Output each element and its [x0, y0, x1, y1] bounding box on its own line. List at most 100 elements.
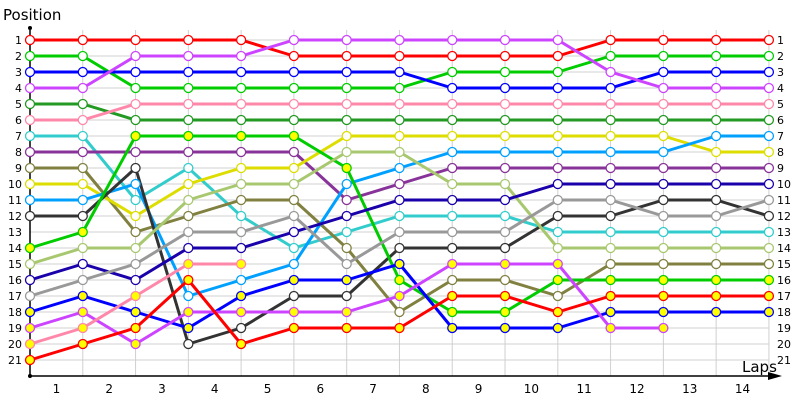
data-point-marker [235, 194, 247, 206]
data-point-marker [183, 66, 194, 78]
data-point-marker [552, 274, 563, 286]
y-tick-label: 3 [15, 66, 22, 79]
data-point-marker [130, 194, 141, 206]
markers-violet-2 [24, 258, 669, 350]
right-tick-label: 11 [777, 194, 791, 207]
data-point-marker [288, 162, 300, 174]
data-point-marker [288, 322, 300, 334]
data-point-marker [499, 210, 511, 222]
data-point-marker [235, 338, 247, 350]
data-point-marker [552, 178, 563, 190]
data-point-marker [288, 226, 300, 238]
data-point-marker [24, 338, 36, 350]
data-point-marker [235, 98, 247, 110]
data-point-marker [394, 194, 405, 206]
data-point-marker [183, 98, 194, 110]
data-point-marker [183, 306, 194, 318]
data-point-marker [341, 290, 352, 302]
data-point-marker [394, 82, 405, 94]
x-tick-label: 5 [264, 382, 272, 396]
data-point-marker [710, 210, 722, 222]
data-point-marker [77, 322, 88, 334]
data-point-marker [710, 98, 722, 110]
data-point-marker [499, 274, 511, 286]
data-point-marker [710, 274, 722, 286]
data-point-marker [605, 226, 616, 238]
data-point-marker [394, 146, 405, 158]
data-point-marker [341, 98, 352, 110]
data-point-marker [288, 66, 300, 78]
data-point-marker [499, 34, 511, 46]
x-tick-label: 8 [422, 382, 430, 396]
data-point-marker [288, 98, 300, 110]
data-point-marker [658, 290, 669, 302]
data-point-marker [183, 50, 194, 62]
data-point-marker [341, 162, 352, 174]
y-tick-label: 4 [15, 82, 22, 95]
data-point-marker [710, 306, 722, 318]
data-point-marker [499, 290, 511, 302]
right-tick-label: 20 [777, 338, 791, 351]
data-point-marker [77, 226, 88, 238]
markers-gray [24, 194, 775, 302]
data-point-marker [288, 82, 300, 94]
data-point-marker [24, 274, 36, 286]
data-point-marker [24, 258, 36, 270]
right-tick-label: 4 [777, 82, 784, 95]
data-point-marker [763, 210, 775, 222]
data-point-marker [235, 290, 247, 302]
right-tick-label: 3 [777, 66, 784, 79]
data-point-marker [288, 34, 300, 46]
data-point-marker [24, 162, 36, 174]
data-point-marker [235, 82, 247, 94]
data-point-marker [394, 130, 405, 142]
right-tick-label: 12 [777, 210, 791, 223]
data-point-marker [77, 194, 88, 206]
right-tick-label: 9 [777, 162, 784, 175]
data-point-marker [341, 194, 352, 206]
data-point-marker [288, 210, 300, 222]
data-point-marker [763, 34, 775, 46]
y-tick-label: 1 [15, 34, 22, 47]
data-point-marker [130, 274, 141, 286]
y-tick-label: 16 [8, 274, 22, 287]
markers-blue [24, 66, 775, 94]
data-point-marker [605, 66, 616, 78]
data-point-marker [130, 50, 141, 62]
data-point-marker [288, 146, 300, 158]
markers-blue-2 [24, 258, 775, 334]
data-point-marker [235, 146, 247, 158]
y-tick-label: 7 [15, 130, 22, 143]
data-point-marker [24, 50, 36, 62]
data-point-marker [658, 210, 669, 222]
data-point-marker [394, 274, 405, 286]
data-point-marker [658, 322, 669, 334]
data-point-marker [288, 130, 300, 142]
y-tick-label: 15 [8, 258, 22, 271]
data-point-marker [394, 66, 405, 78]
data-point-marker [552, 306, 563, 318]
x-axis-arrow-icon [768, 372, 782, 380]
right-tick-label: 18 [777, 306, 791, 319]
data-point-marker [658, 258, 669, 270]
data-point-marker [658, 50, 669, 62]
data-point-marker [710, 242, 722, 254]
data-point-marker [235, 66, 247, 78]
data-point-marker [341, 306, 352, 318]
data-point-marker [183, 210, 194, 222]
data-point-marker [763, 290, 775, 302]
data-point-marker [552, 34, 563, 46]
data-point-marker [605, 162, 616, 174]
right-tick-label: 16 [777, 274, 791, 287]
data-point-marker [24, 178, 36, 190]
y-tick-label: 6 [15, 114, 22, 127]
data-point-marker [183, 274, 194, 286]
data-point-marker [288, 258, 300, 270]
data-point-marker [130, 210, 141, 222]
data-point-marker [130, 290, 141, 302]
x-tick-label: 13 [682, 382, 697, 396]
data-point-marker [77, 338, 88, 350]
markers-red-2 [24, 274, 775, 366]
data-point-marker [394, 306, 405, 318]
